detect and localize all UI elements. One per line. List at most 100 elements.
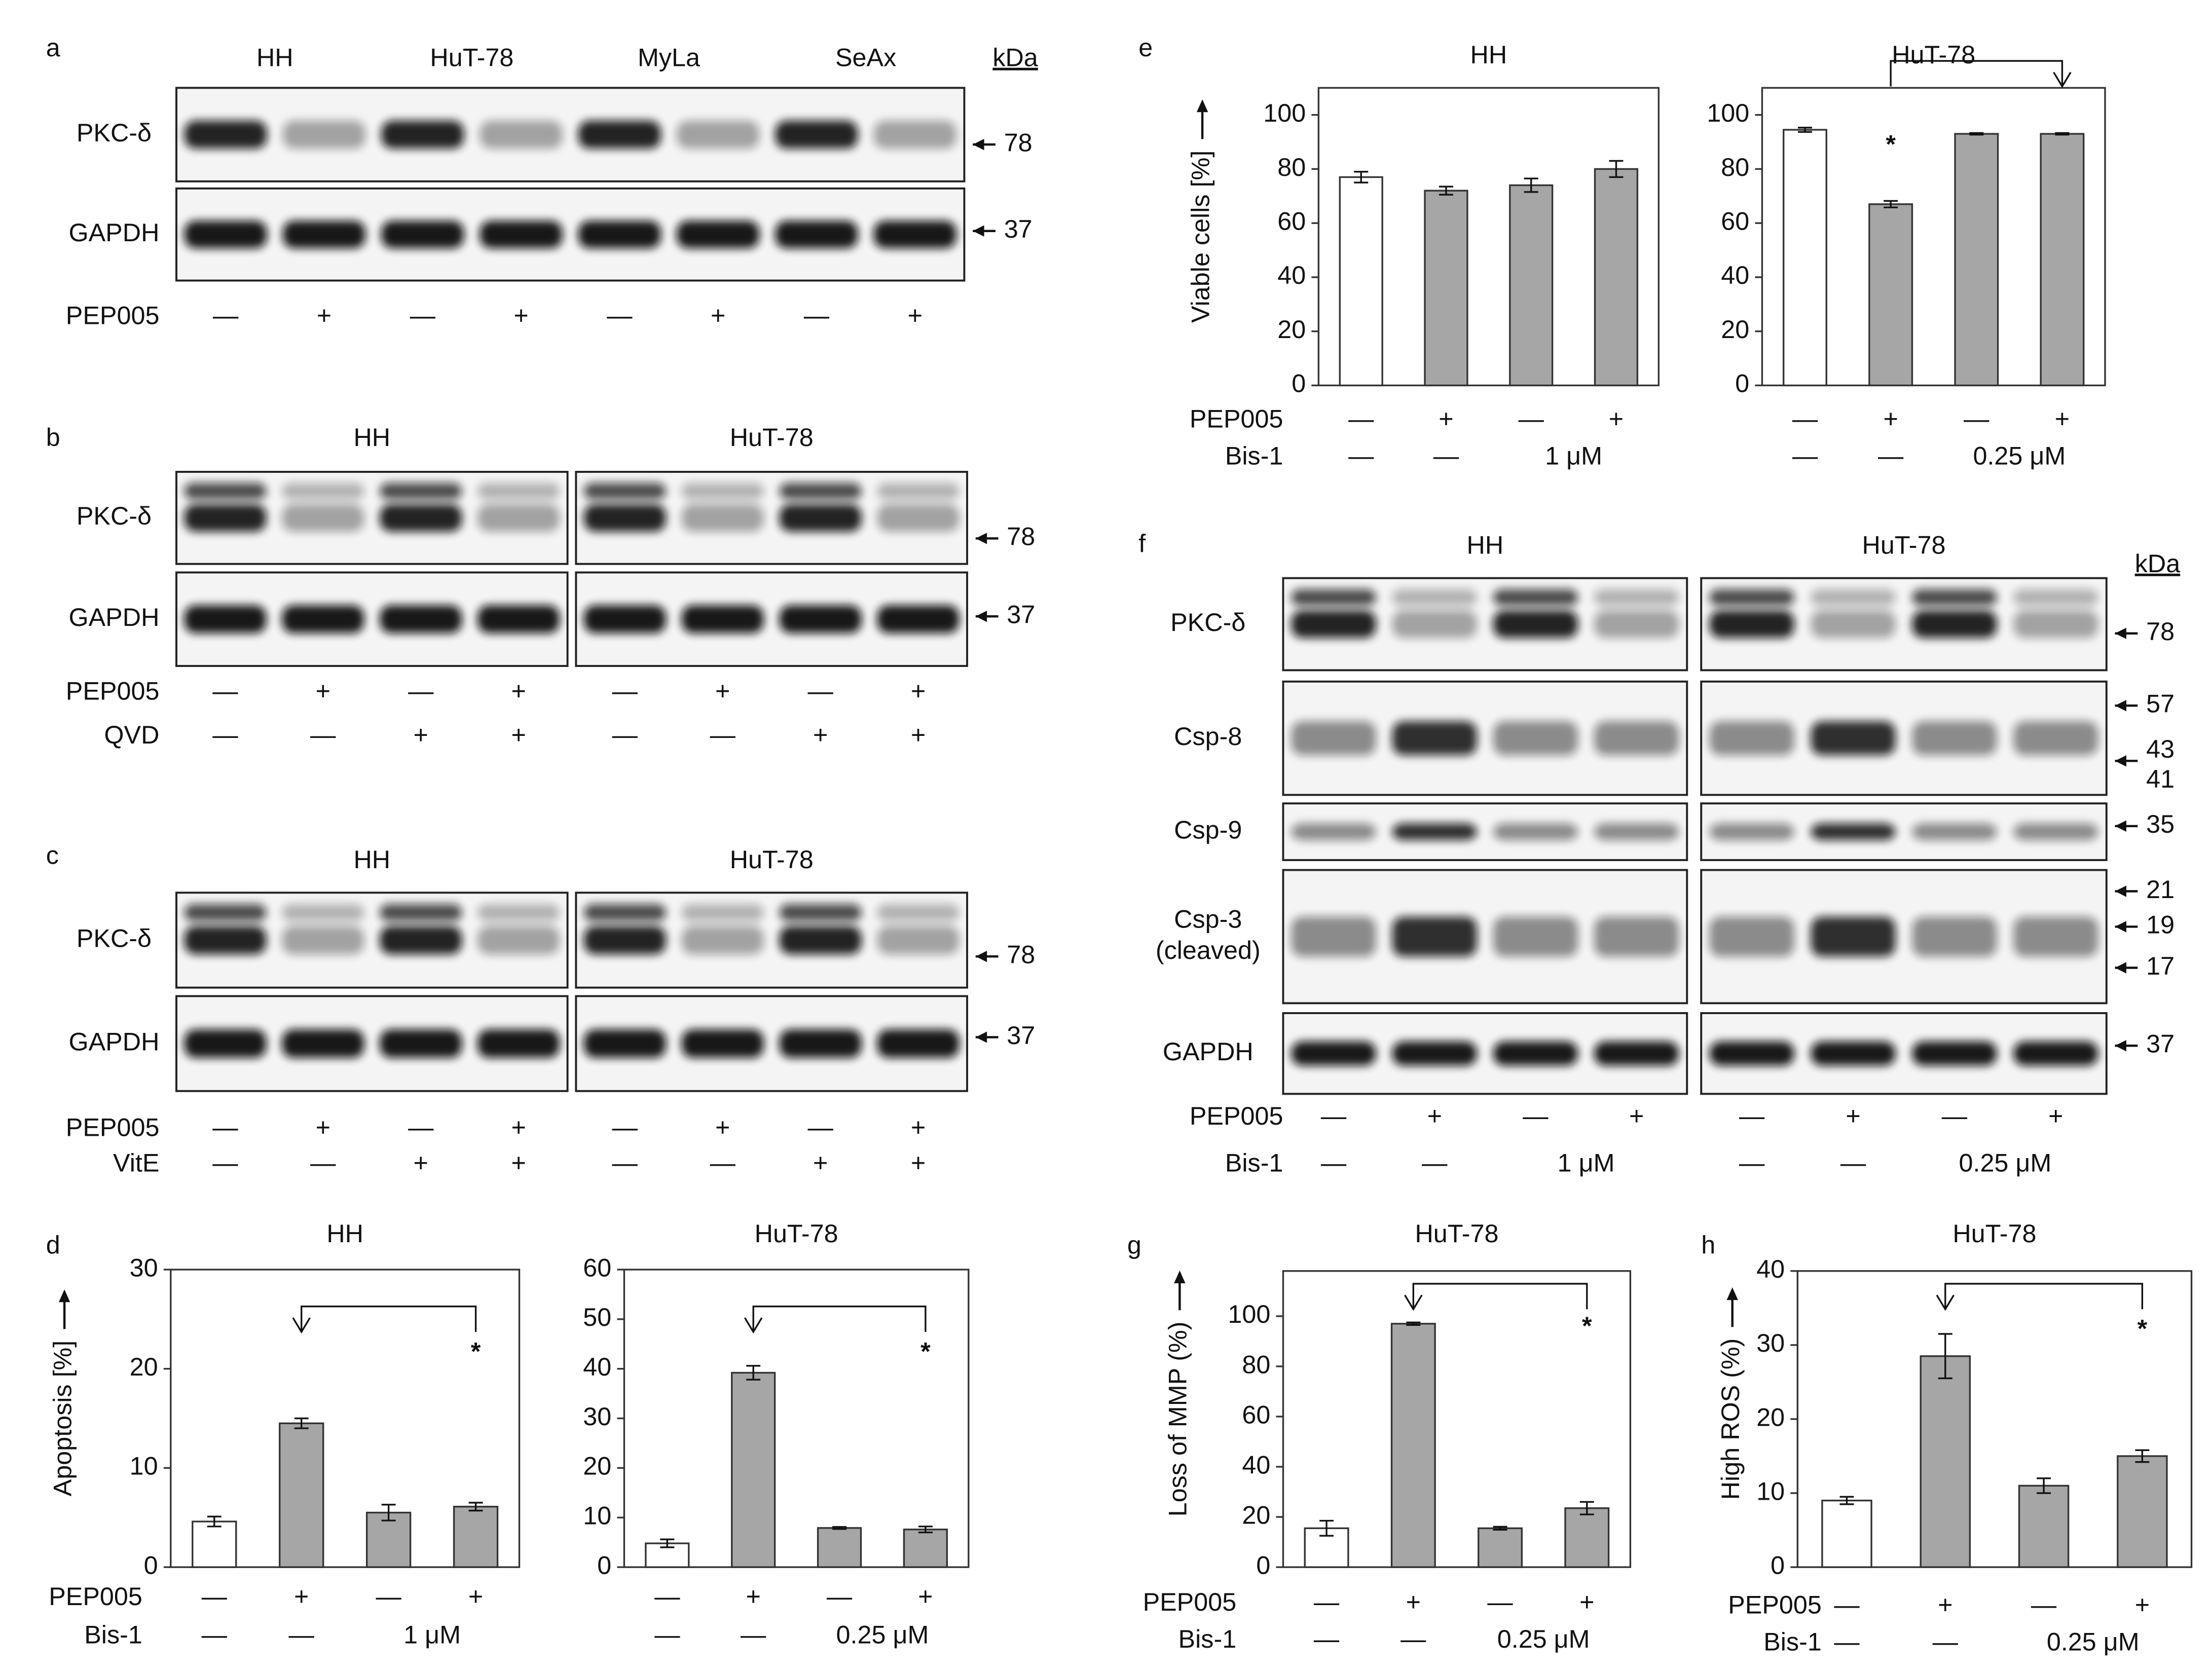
- marker-arrowhead: [973, 225, 984, 237]
- blot-band: [184, 605, 267, 634]
- treatment-name: PEP005: [49, 1582, 142, 1611]
- blot-band: [184, 482, 267, 500]
- blot-band: [877, 504, 960, 532]
- bar: [731, 1371, 776, 1568]
- blot-band: [1709, 1041, 1794, 1066]
- treatment-label: +: [468, 1582, 483, 1611]
- y-tick-label: 50: [583, 1303, 611, 1331]
- treatment-label: —: [1878, 441, 1904, 470]
- lane-group-label: HuT-78: [730, 423, 814, 452]
- treatment-label: —: [1792, 441, 1818, 470]
- y-tick-label: 30: [583, 1402, 611, 1431]
- treatment-label: +: [911, 1113, 926, 1142]
- marker-label: 78: [2146, 617, 2174, 646]
- treatment-label: +: [715, 676, 730, 705]
- blot-band: [1709, 589, 1794, 606]
- treatment-label: —: [607, 301, 633, 330]
- treatment-label: —: [612, 676, 638, 705]
- blot-band: [583, 605, 666, 634]
- blot-band: [681, 904, 764, 921]
- significance-arrowhead: [1936, 1294, 1955, 1311]
- y-tick-label: 20: [583, 1452, 611, 1480]
- treatment-label: 0.25 μM: [836, 1620, 929, 1649]
- error-bar: [1319, 1519, 1334, 1537]
- blot-band: [677, 220, 760, 248]
- bar: [903, 1529, 948, 1568]
- lane-group-label: HuT-78: [730, 845, 814, 874]
- treatment-label: +: [1406, 1587, 1421, 1616]
- blot-band: [1709, 823, 1794, 840]
- marker-arrowhead: [2115, 962, 2126, 974]
- error-bar: [294, 1417, 309, 1429]
- treatment-label: —: [202, 1582, 228, 1611]
- blot-band: [1811, 589, 1896, 606]
- blot-band: [1291, 916, 1376, 957]
- blot-band: [877, 1029, 960, 1058]
- chart-title: HH: [1470, 40, 1507, 69]
- row-label: GAPDH: [69, 603, 160, 631]
- unit-label: kDa: [2135, 549, 2180, 578]
- y-tick-label: 30: [1756, 1328, 1785, 1357]
- treatment-label: —: [1348, 404, 1374, 433]
- blot-band: [2013, 589, 2098, 606]
- bar: [2040, 133, 2085, 387]
- treatment-label: 1 μM: [1545, 441, 1602, 470]
- y-axis-arrowhead: [58, 1289, 70, 1303]
- blot-band: [282, 120, 366, 149]
- treatment-name: QVD: [104, 720, 159, 749]
- blot-band: [583, 504, 666, 532]
- blot-band: [282, 904, 364, 921]
- blot-band: [1594, 916, 1679, 957]
- treatment-label: +: [1629, 1101, 1644, 1130]
- treatment-label: —: [202, 1620, 228, 1649]
- y-tick-label: 10: [1756, 1476, 1785, 1505]
- marker-arrowhead: [2115, 755, 2126, 767]
- significance-arrowhead: [292, 1317, 311, 1334]
- significance-arrowhead: [1404, 1294, 1423, 1311]
- row-label: GAPDH: [1163, 1037, 1254, 1066]
- treatment-label: 0.25 μM: [2047, 1627, 2140, 1656]
- lane-group-label: HH: [353, 845, 390, 874]
- treatment-label: +: [911, 1148, 926, 1177]
- row-label: PKC-δ: [1170, 608, 1245, 637]
- blot-band: [1392, 916, 1477, 957]
- chart-title: HH: [326, 1219, 363, 1248]
- row-label: GAPDH: [69, 1027, 160, 1056]
- treatment-label: —: [408, 1113, 434, 1142]
- marker-label: 37: [1007, 600, 1035, 628]
- blot-band: [1811, 610, 1896, 638]
- significance-star: *: [2137, 1314, 2148, 1343]
- significance-bracket: [752, 1306, 927, 1332]
- treatment-label: —: [1314, 1587, 1340, 1616]
- blot-band: [184, 1029, 267, 1058]
- treatment-label: +: [1439, 404, 1453, 433]
- marker-label: 37: [1007, 1021, 1035, 1050]
- y-tick-label: 60: [583, 1253, 611, 1282]
- treatment-label: —: [410, 301, 436, 330]
- bar: [1594, 168, 1639, 387]
- treatment-label: 0.25 μM: [1959, 1148, 2052, 1177]
- treatment-label: —: [1739, 1101, 1765, 1130]
- blot-band: [1709, 721, 1794, 756]
- blot-band: [583, 1029, 666, 1058]
- y-axis-label: High ROS (%): [1716, 1339, 1745, 1500]
- treatment-label: —: [1792, 404, 1818, 433]
- y-axis-label: Apoptosis [%]: [48, 1341, 77, 1497]
- y-tick-label: 100: [1228, 1299, 1270, 1328]
- blot-band: [1709, 916, 1794, 957]
- error-bar: [832, 1526, 847, 1530]
- blot-band: [1594, 823, 1679, 840]
- blot-band: [1392, 1041, 1477, 1066]
- blot-band: [1811, 916, 1896, 957]
- treatment-label: —: [212, 1148, 238, 1177]
- bar: [1509, 184, 1554, 387]
- bar: [1868, 203, 1913, 387]
- treatment-name: PEP005: [1728, 1590, 1822, 1619]
- treatment-label: —: [1321, 1148, 1347, 1177]
- error-bar: [1969, 132, 1984, 136]
- bar: [1783, 129, 1827, 387]
- treatment-label: 0.25 μM: [1497, 1624, 1590, 1653]
- treatment-label: —: [804, 301, 830, 330]
- blot-band: [779, 904, 862, 921]
- blot-band: [1291, 823, 1376, 840]
